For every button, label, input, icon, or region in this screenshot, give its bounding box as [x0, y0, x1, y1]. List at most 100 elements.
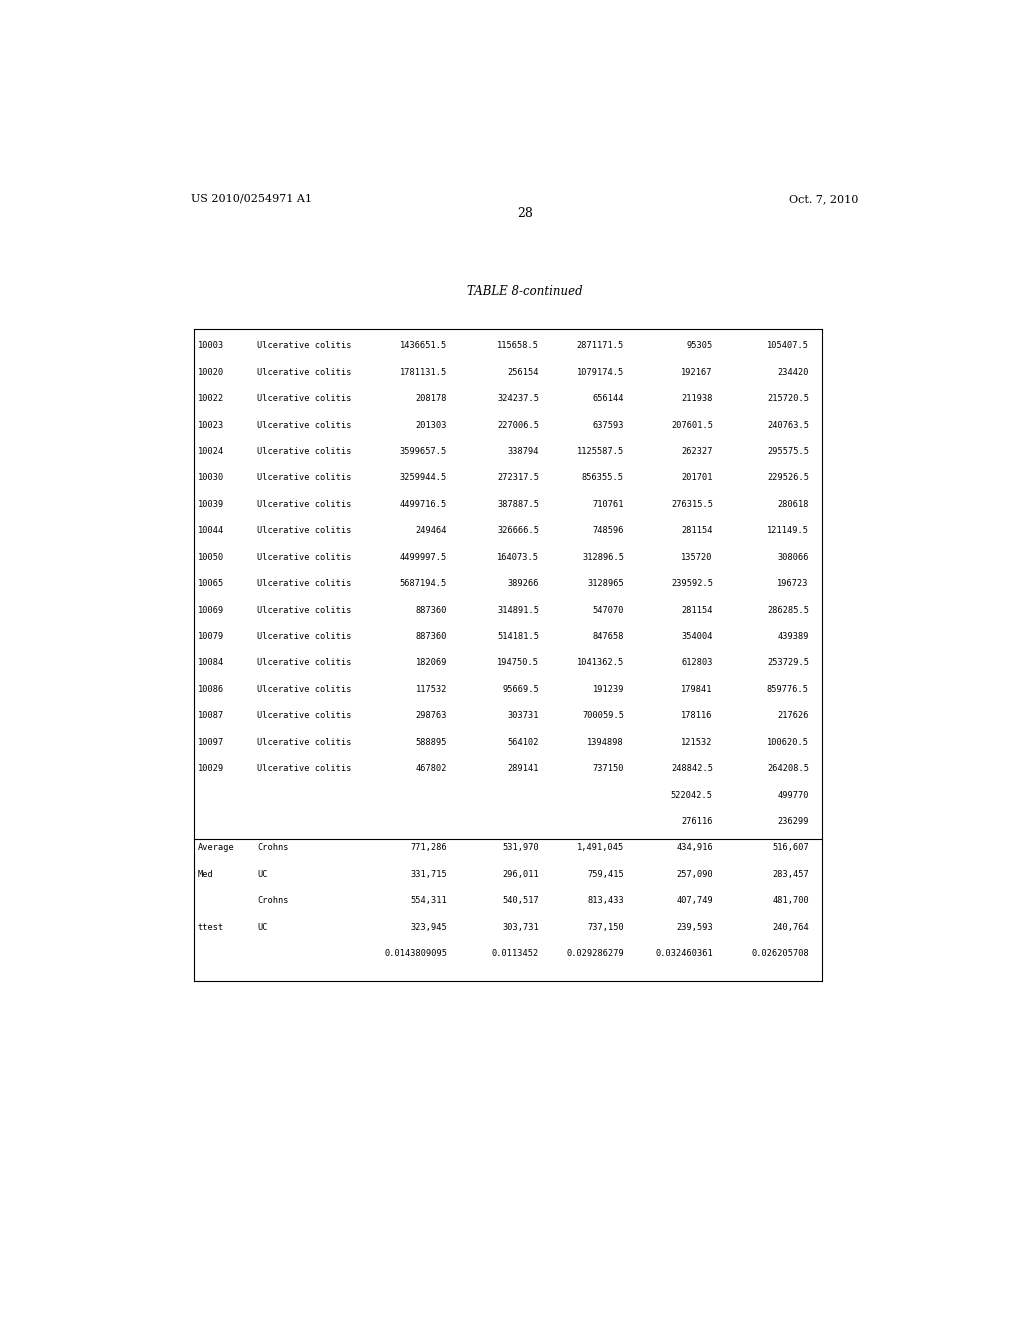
Text: 710761: 710761 [593, 500, 624, 510]
Text: Ulcerative colitis: Ulcerative colitis [257, 711, 352, 721]
Text: Ulcerative colitis: Ulcerative colitis [257, 685, 352, 694]
Text: 179841: 179841 [681, 685, 713, 694]
Text: Med: Med [198, 870, 214, 879]
Text: 522042.5: 522042.5 [671, 791, 713, 800]
Text: UC: UC [257, 870, 268, 879]
Text: 0.032460361: 0.032460361 [655, 949, 713, 958]
Text: 264208.5: 264208.5 [767, 764, 809, 774]
Text: 856355.5: 856355.5 [582, 474, 624, 483]
Text: Ulcerative colitis: Ulcerative colitis [257, 738, 352, 747]
Text: Ulcerative colitis: Ulcerative colitis [257, 342, 352, 350]
Text: 737150: 737150 [593, 764, 624, 774]
Text: 276315.5: 276315.5 [671, 500, 713, 510]
Text: 547070: 547070 [593, 606, 624, 615]
Text: 178116: 178116 [681, 711, 713, 721]
Text: Ulcerative colitis: Ulcerative colitis [257, 606, 352, 615]
Text: 135720: 135720 [681, 553, 713, 562]
Text: 303731: 303731 [508, 711, 539, 721]
Text: 95669.5: 95669.5 [503, 685, 539, 694]
Text: 10050: 10050 [198, 553, 224, 562]
Text: 28: 28 [517, 207, 532, 220]
Text: 281154: 281154 [681, 606, 713, 615]
Text: 283,457: 283,457 [772, 870, 809, 879]
Text: UC: UC [257, 923, 268, 932]
Text: 312896.5: 312896.5 [582, 553, 624, 562]
Text: 887360: 887360 [416, 632, 447, 642]
Text: ttest: ttest [198, 923, 224, 932]
Text: 331,715: 331,715 [411, 870, 447, 879]
Text: 531,970: 531,970 [503, 843, 539, 853]
Text: 612803: 612803 [681, 659, 713, 668]
Text: 4499997.5: 4499997.5 [399, 553, 447, 562]
Text: 656144: 656144 [593, 395, 624, 403]
Text: 289141: 289141 [508, 764, 539, 774]
Text: Ulcerative colitis: Ulcerative colitis [257, 527, 352, 536]
Text: Average: Average [198, 843, 234, 853]
Text: 737,150: 737,150 [587, 923, 624, 932]
Text: 239,593: 239,593 [676, 923, 713, 932]
Text: 298763: 298763 [416, 711, 447, 721]
Text: Crohns: Crohns [257, 843, 289, 853]
Text: 253729.5: 253729.5 [767, 659, 809, 668]
Text: Ulcerative colitis: Ulcerative colitis [257, 368, 352, 376]
Text: Ulcerative colitis: Ulcerative colitis [257, 447, 352, 455]
Text: 748596: 748596 [593, 527, 624, 536]
Text: 813,433: 813,433 [587, 896, 624, 906]
Text: 314891.5: 314891.5 [497, 606, 539, 615]
Text: 4499716.5: 4499716.5 [399, 500, 447, 510]
Text: 286285.5: 286285.5 [767, 606, 809, 615]
Text: 234420: 234420 [777, 368, 809, 376]
Text: 771,286: 771,286 [411, 843, 447, 853]
Text: 554,311: 554,311 [411, 896, 447, 906]
Text: 308066: 308066 [777, 553, 809, 562]
Text: 10023: 10023 [198, 421, 224, 429]
Text: 201701: 201701 [681, 474, 713, 483]
Text: 323,945: 323,945 [411, 923, 447, 932]
Text: 434,916: 434,916 [676, 843, 713, 853]
Text: 0.0143809095: 0.0143809095 [384, 949, 447, 958]
Text: 10039: 10039 [198, 500, 224, 510]
Text: Ulcerative colitis: Ulcerative colitis [257, 659, 352, 668]
Text: Ulcerative colitis: Ulcerative colitis [257, 764, 352, 774]
Text: 5687194.5: 5687194.5 [399, 579, 447, 589]
Text: 192167: 192167 [681, 368, 713, 376]
Text: 354004: 354004 [681, 632, 713, 642]
Text: 248842.5: 248842.5 [671, 764, 713, 774]
Text: 217626: 217626 [777, 711, 809, 721]
Text: Ulcerative colitis: Ulcerative colitis [257, 421, 352, 429]
Text: 588895: 588895 [416, 738, 447, 747]
Text: 3128965: 3128965 [587, 579, 624, 589]
Text: 10029: 10029 [198, 764, 224, 774]
Text: 10079: 10079 [198, 632, 224, 642]
Text: Ulcerative colitis: Ulcerative colitis [257, 500, 352, 510]
Text: 467802: 467802 [416, 764, 447, 774]
Text: Ulcerative colitis: Ulcerative colitis [257, 553, 352, 562]
Text: 10065: 10065 [198, 579, 224, 589]
Text: Ulcerative colitis: Ulcerative colitis [257, 474, 352, 483]
Text: 10003: 10003 [198, 342, 224, 350]
Text: 256154: 256154 [508, 368, 539, 376]
Text: 295575.5: 295575.5 [767, 447, 809, 455]
Text: 1394898: 1394898 [587, 738, 624, 747]
Text: 759,415: 759,415 [587, 870, 624, 879]
Text: 0.0113452: 0.0113452 [492, 949, 539, 958]
Text: 10024: 10024 [198, 447, 224, 455]
Text: 194750.5: 194750.5 [497, 659, 539, 668]
Text: 389266: 389266 [508, 579, 539, 589]
Text: 514181.5: 514181.5 [497, 632, 539, 642]
Text: 887360: 887360 [416, 606, 447, 615]
Text: 117532: 117532 [416, 685, 447, 694]
Text: 2871171.5: 2871171.5 [577, 342, 624, 350]
Text: 257,090: 257,090 [676, 870, 713, 879]
Text: 281154: 281154 [681, 527, 713, 536]
Text: 10084: 10084 [198, 659, 224, 668]
Text: 564102: 564102 [508, 738, 539, 747]
Text: 481,700: 481,700 [772, 896, 809, 906]
Text: 0.029286279: 0.029286279 [566, 949, 624, 958]
Text: Ulcerative colitis: Ulcerative colitis [257, 632, 352, 642]
Text: 262327: 262327 [681, 447, 713, 455]
Text: 439389: 439389 [777, 632, 809, 642]
Text: 10069: 10069 [198, 606, 224, 615]
Text: 249464: 249464 [416, 527, 447, 536]
Text: 847658: 847658 [593, 632, 624, 642]
